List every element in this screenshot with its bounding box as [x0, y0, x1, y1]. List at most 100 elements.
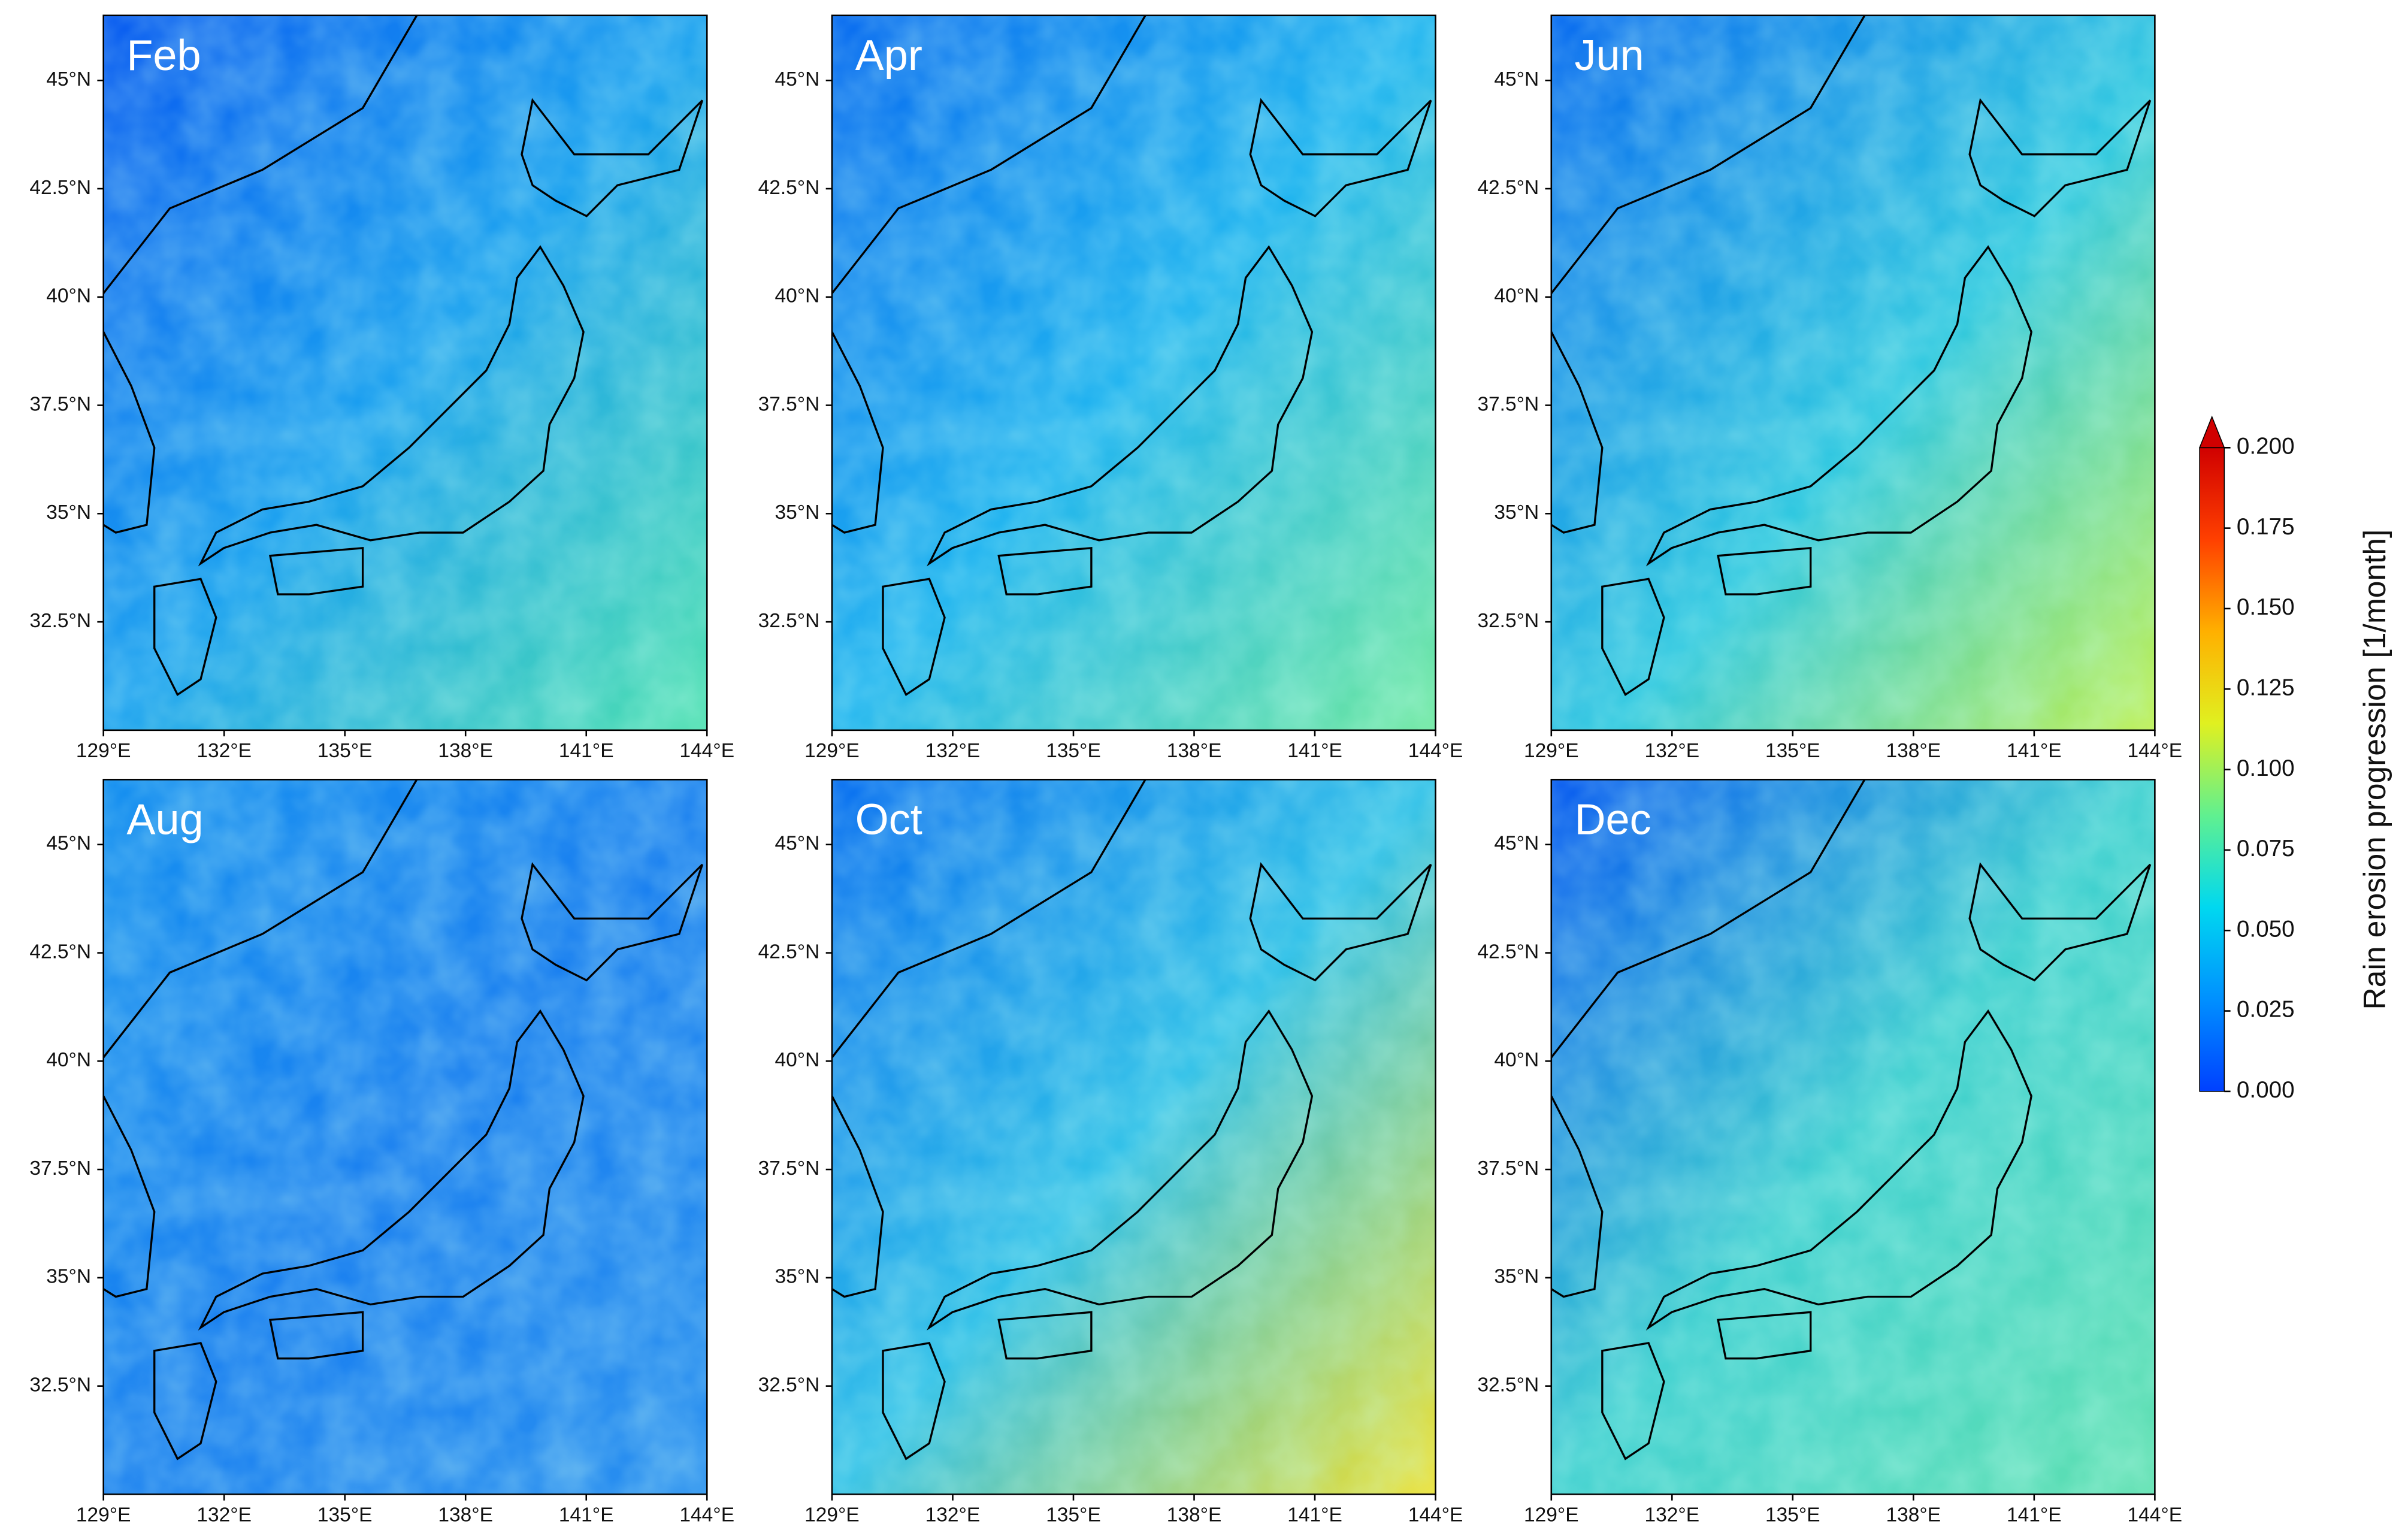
- map-panel: Dec 129°E 132°E 135°E 138°E 141°E 144°E 32.5°N 3…: [1477, 779, 2182, 1526]
- x-tick-label: 138°E: [1886, 1504, 1941, 1526]
- y-tick-label: 37.5°N: [1477, 393, 1539, 415]
- map-panel: Jun 129°E 132°E 135°E 138°E 141°E 144°E 32.5°N 3…: [1477, 14, 2183, 762]
- x-tick-label: 144°E: [1408, 1504, 1463, 1526]
- colorbar-tick-label: 0.050: [2237, 916, 2295, 942]
- map-panel: Feb 129°E 132°E 135°E 138°E 141°E 144°E 32.5°N 3…: [29, 14, 734, 762]
- colorbar-tick-label: 0.200: [2237, 433, 2295, 459]
- panel-title: Apr: [855, 32, 922, 80]
- x-tick-label: 135°E: [1046, 1504, 1101, 1526]
- y-tick-label: 42.5°N: [758, 177, 820, 199]
- x-tick-label: 132°E: [925, 1504, 981, 1526]
- x-tick-label: 135°E: [1046, 740, 1101, 762]
- x-tick-label: 135°E: [1765, 740, 1820, 762]
- x-tick-label: 138°E: [438, 740, 493, 762]
- y-tick-label: 42.5°N: [1477, 177, 1539, 199]
- x-tick-label: 132°E: [1645, 1504, 1700, 1526]
- x-tick-label: 144°E: [2128, 740, 2183, 762]
- y-tick-label: 45°N: [46, 833, 91, 855]
- y-tick-label: 40°N: [1494, 285, 1539, 307]
- map-texture: [831, 779, 1436, 1495]
- x-tick-label: 129°E: [804, 1504, 860, 1526]
- x-tick-label: 144°E: [679, 740, 734, 762]
- y-tick-label: 35°N: [46, 1266, 91, 1288]
- map-texture: [831, 15, 1436, 730]
- y-tick-label: 40°N: [46, 1049, 91, 1071]
- map-texture: [1551, 779, 2155, 1495]
- x-tick-label: 132°E: [196, 1504, 252, 1526]
- y-tick-label: 45°N: [1494, 68, 1539, 90]
- y-tick-label: 37.5°N: [758, 393, 820, 415]
- y-tick-label: 37.5°N: [29, 393, 91, 415]
- map-body: [103, 779, 707, 1495]
- map-panel: Aug 129°E 132°E 135°E 138°E 141°E 144°E 32.5°N 3…: [29, 779, 734, 1526]
- colorbar-label: Rain erosion progression [1/month]: [2357, 530, 2392, 1010]
- colorbar-tick-label: 0.025: [2237, 997, 2295, 1023]
- y-tick-label: 42.5°N: [29, 177, 91, 199]
- x-tick-label: 129°E: [1524, 1504, 1579, 1526]
- y-tick-label: 42.5°N: [758, 941, 820, 963]
- y-tick-label: 37.5°N: [758, 1157, 820, 1180]
- x-tick-label: 141°E: [2007, 740, 2062, 762]
- y-tick-label: 32.5°N: [758, 1374, 820, 1396]
- y-tick-label: 40°N: [775, 1049, 820, 1071]
- colorbar-tick-label: 0.150: [2237, 594, 2295, 620]
- colorbar-tick-label: 0.125: [2237, 675, 2295, 700]
- y-tick-label: 37.5°N: [1477, 1157, 1539, 1180]
- map-frame: [1550, 14, 2156, 731]
- x-tick-label: 138°E: [1167, 1504, 1222, 1526]
- panel-title: Oct: [855, 796, 922, 844]
- map-frame: [1550, 779, 2156, 1495]
- y-tick-label: 42.5°N: [29, 941, 91, 963]
- y-tick-label: 32.5°N: [1477, 1374, 1539, 1396]
- x-tick-label: 138°E: [1886, 740, 1941, 762]
- map-body: [1551, 779, 2155, 1495]
- x-tick-label: 141°E: [559, 1504, 614, 1526]
- y-tick-label: 45°N: [775, 833, 820, 855]
- map-texture: [103, 15, 707, 730]
- colorbar: [2199, 447, 2225, 1092]
- x-tick-label: 141°E: [559, 740, 614, 762]
- x-tick-label: 141°E: [1287, 740, 1342, 762]
- y-tick-label: 32.5°N: [29, 610, 91, 632]
- y-tick-label: 40°N: [1494, 1049, 1539, 1071]
- map-frame: [102, 779, 708, 1495]
- x-tick-label: 135°E: [317, 1504, 373, 1526]
- panel-title: Dec: [1574, 796, 1651, 844]
- map-body: [831, 779, 1436, 1495]
- colorbar-tick-label: 0.175: [2237, 514, 2295, 540]
- y-tick-label: 40°N: [775, 285, 820, 307]
- x-tick-label: 132°E: [925, 740, 981, 762]
- panel-title: Aug: [126, 796, 203, 844]
- y-tick-label: 35°N: [775, 1266, 820, 1288]
- y-tick-label: 35°N: [1494, 501, 1539, 524]
- map-frame: [831, 779, 1436, 1495]
- map-frame: [831, 14, 1436, 731]
- x-tick-label: 129°E: [804, 740, 860, 762]
- map-panel: Oct 129°E 132°E 135°E 138°E 141°E 144°E 32.5°N 3…: [758, 779, 1463, 1526]
- y-tick-label: 45°N: [46, 68, 91, 90]
- x-tick-label: 135°E: [317, 740, 373, 762]
- colorbar-extend: [2198, 415, 2225, 449]
- x-tick-label: 141°E: [2007, 1504, 2062, 1526]
- y-tick-label: 32.5°N: [1477, 610, 1539, 632]
- map-body: [103, 15, 707, 730]
- x-tick-label: 144°E: [679, 1504, 734, 1526]
- x-tick-label: 135°E: [1765, 1504, 1820, 1526]
- x-tick-label: 138°E: [1167, 740, 1222, 762]
- map-body: [1551, 15, 2155, 730]
- x-tick-label: 138°E: [438, 1504, 493, 1526]
- y-tick-label: 35°N: [775, 501, 820, 524]
- panel-title: Jun: [1574, 32, 1644, 80]
- map-body: [831, 15, 1436, 730]
- y-tick-label: 35°N: [46, 501, 91, 524]
- x-tick-label: 132°E: [196, 740, 252, 762]
- y-tick-label: 35°N: [1494, 1266, 1539, 1288]
- x-tick-label: 129°E: [76, 1504, 131, 1526]
- y-tick-label: 45°N: [775, 68, 820, 90]
- map-texture: [1551, 15, 2155, 730]
- colorbar-tick-label: 0.100: [2237, 755, 2295, 781]
- x-tick-label: 141°E: [1287, 1504, 1342, 1526]
- y-tick-label: 37.5°N: [29, 1157, 91, 1180]
- y-tick-label: 45°N: [1494, 833, 1539, 855]
